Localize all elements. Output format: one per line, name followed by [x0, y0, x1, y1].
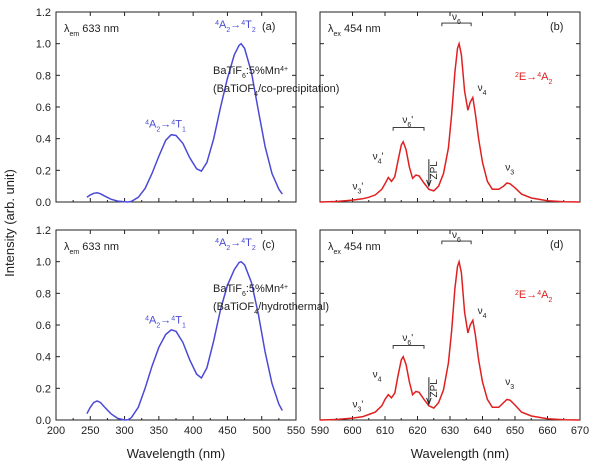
zpl-label: ZPL — [429, 379, 440, 398]
y-tick-label: 0.4 — [36, 352, 51, 364]
panel-a: 0.0 0.2 0.4 0.6 0.8 1.0 1.2 (a) λem 633 nm 4A2→4T… — [36, 7, 340, 209]
transition-label-t2: 4A2→4T2 — [215, 19, 256, 34]
emission-spectrum-line — [319, 40, 581, 203]
y-tick-label: 0.0 — [36, 197, 51, 209]
plot-frame — [55, 11, 297, 203]
y-tick-label: 1.2 — [36, 7, 51, 19]
y-tick-label: 1.0 — [36, 39, 51, 51]
x-tick-label: 590 — [311, 425, 329, 437]
x-tick-label: 300 — [115, 425, 133, 437]
monitor-wavelength-label: λem 633 nm — [64, 23, 119, 38]
transition-label-emission: 2E→4A2 — [515, 289, 553, 304]
nu3-prime-label: ν3' — [353, 181, 364, 195]
y-tick-label: 0.4 — [36, 134, 51, 146]
monitor-wavelength-label: λem 633 nm — [64, 241, 119, 256]
nu6-prime-label: ν6' — [402, 115, 413, 129]
sample-method: (BaTiOF4/hydrothermal) — [213, 301, 329, 316]
nu4-prime-label: ν4' — [373, 151, 384, 165]
y-tick-label: 1.2 — [36, 225, 51, 237]
transition-label-t2: 4A2→4T2 — [215, 237, 256, 252]
y-tick-label: 0.8 — [36, 288, 51, 300]
monitor-wavelength-label: λex 454 nm — [328, 23, 381, 38]
zpl-arrow-head — [426, 397, 432, 406]
nu6-label: ν6 — [452, 230, 461, 244]
zpl-label: ZPL — [429, 161, 440, 180]
zpl-arrow-head — [426, 179, 432, 188]
nu6-prime-bracket — [392, 345, 425, 349]
y-axis-label: Intensity (arb. unit) — [2, 169, 17, 277]
plot-frame — [319, 229, 581, 421]
nu6-bracket — [441, 22, 472, 27]
x-tick-label: 400 — [184, 425, 202, 437]
x-tick-label: 200 — [47, 425, 65, 437]
nu4-label: ν4 — [478, 306, 487, 320]
transition-label-emission: 2E→4A2 — [515, 71, 553, 86]
nu6-prime-bracket — [392, 127, 425, 131]
monitor-wavelength-label: λex 454 nm — [328, 241, 381, 256]
x-tick-label: 250 — [81, 425, 99, 437]
sample-method: (BaTiOF4/co-precipitation) — [213, 83, 339, 98]
y-tick-label: 0.8 — [36, 70, 51, 82]
x-tick-label: 670 — [571, 425, 589, 437]
panel-b: (b) λex 454 nm 2E→4A2 ν6 ν6' ν4 ν4' ν3 ν3' ZPL — [319, 11, 581, 203]
nu3-label: ν3 — [505, 377, 514, 391]
transition-label-t1: 4A2→4T1 — [145, 314, 186, 329]
nu4-label: ν4 — [478, 83, 487, 97]
nu6-label: ν6 — [452, 12, 461, 26]
sample-composition: BaTiF6:5%Mn4+ — [213, 283, 288, 298]
x-tick-label: 600 — [343, 425, 361, 437]
x-tick-label: 500 — [253, 425, 271, 437]
nu3-prime-label: ν3' — [353, 399, 364, 413]
nu6-prime-label: ν6' — [402, 333, 413, 347]
plot-frame — [319, 11, 581, 203]
y-tick-label: 1.0 — [36, 257, 51, 269]
y-tick-label: 0.2 — [36, 165, 51, 177]
x-tick-label: 660 — [538, 425, 556, 437]
panel-label: (b) — [550, 21, 563, 33]
y-tick-label: 0.0 — [36, 415, 51, 427]
x-tick-label: 630 — [441, 425, 459, 437]
transition-label-t1: 4A2→4T1 — [145, 119, 186, 134]
panel-label: (a) — [262, 21, 275, 33]
x-tick-label: 550 — [287, 425, 305, 437]
nu4-prime-label: ν4 — [373, 369, 382, 383]
nu6-bracket — [441, 240, 472, 245]
y-tick-label: 0.6 — [36, 320, 51, 332]
panel-d: 590 600 610 620 630 640 650 660 670 (d) λex 454 nm… — [311, 229, 589, 437]
excitation-spectrum-line — [86, 260, 283, 421]
x-tick-label: 610 — [376, 425, 394, 437]
excitation-spectrum-line — [86, 42, 283, 203]
sample-composition: BaTiF6:5%Mn4+ — [213, 65, 288, 80]
x-tick-label: 640 — [473, 425, 491, 437]
x-tick-label: 350 — [150, 425, 168, 437]
panel-c: 200 250 300 350 400 450 500 550 0.0 0.2 0.4 0.6 0.8 1… — [36, 225, 329, 437]
x-tick-label: 650 — [506, 425, 524, 437]
x-axis-label-left: Wavelength (nm) — [127, 446, 226, 461]
emission-spectrum-line — [319, 258, 581, 421]
panel-label: (c) — [262, 239, 275, 251]
y-tick-label: 0.6 — [36, 102, 51, 114]
y-tick-label: 0.2 — [36, 383, 51, 395]
nu3-label: ν3 — [505, 162, 514, 176]
x-tick-label: 450 — [218, 425, 236, 437]
panel-label: (d) — [550, 239, 563, 251]
x-tick-label: 620 — [408, 425, 426, 437]
x-axis-label-right: Wavelength (nm) — [411, 446, 510, 461]
